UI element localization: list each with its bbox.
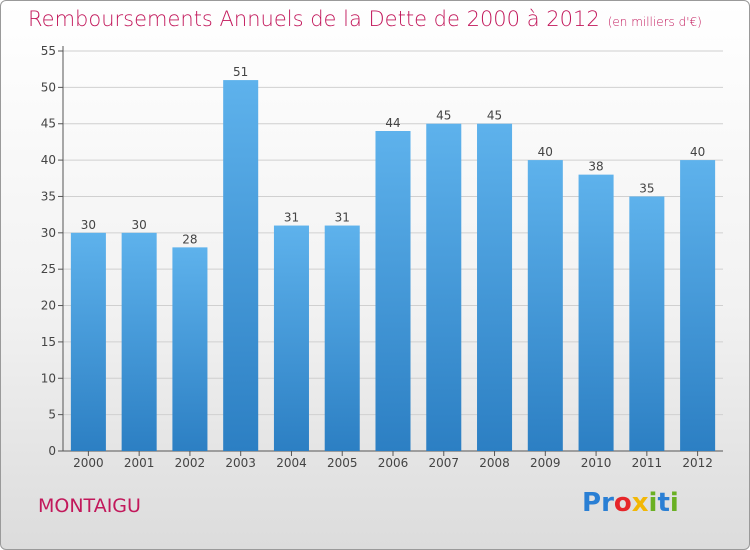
x-tick-label: 2006: [378, 456, 409, 470]
data-label: 40: [690, 145, 705, 159]
x-tick-label: 2012: [682, 456, 713, 470]
bar: [121, 232, 157, 451]
x-tick-label: 2003: [225, 456, 256, 470]
bar: [578, 174, 614, 452]
data-label: 31: [284, 211, 299, 225]
logo-letter: P: [582, 488, 602, 518]
bar: [527, 160, 563, 451]
x-tick-label: 2011: [632, 456, 663, 470]
y-tick-label: 50: [41, 80, 56, 94]
chart-unit: (en milliers d'€): [607, 15, 702, 29]
y-tick-label: 20: [41, 299, 56, 313]
data-label: 44: [385, 116, 400, 130]
y-tick-label: 5: [48, 408, 56, 422]
logo-letter: t: [657, 488, 670, 518]
data-label: 30: [132, 218, 147, 232]
y-tick-label: 15: [41, 335, 56, 349]
y-tick-label: 45: [41, 117, 56, 131]
x-tick-label: 2007: [428, 456, 459, 470]
data-label: 28: [182, 232, 197, 246]
x-tick-label: 2009: [530, 456, 561, 470]
data-label: 31: [335, 211, 350, 225]
bar: [273, 225, 309, 451]
city-name: MONTAIGU: [38, 495, 141, 517]
data-label: 45: [487, 109, 502, 123]
bar: [70, 232, 106, 451]
logo-letter: i: [669, 488, 679, 518]
bar: [629, 196, 665, 451]
x-tick-label: 2002: [175, 456, 206, 470]
x-tick-label: 2000: [73, 456, 104, 470]
x-tick-label: 2001: [124, 456, 155, 470]
chart-title: Remboursements Annuels de la Dette de 20…: [28, 7, 702, 31]
bar: [477, 123, 513, 452]
y-tick-label: 55: [41, 44, 56, 58]
x-tick-label: 2005: [327, 456, 358, 470]
y-tick-label: 35: [41, 189, 56, 203]
y-tick-label: 0: [48, 444, 56, 458]
x-tick-label: 2010: [581, 456, 612, 470]
y-tick-label: 40: [41, 153, 56, 167]
logo-letter: i: [648, 488, 658, 518]
chart-title-text: Remboursements Annuels de la Dette de 20…: [28, 7, 600, 31]
y-tick-label: 30: [41, 226, 56, 240]
logo-letter: r: [601, 488, 614, 518]
bar: [223, 80, 259, 451]
data-label: 51: [233, 65, 248, 79]
data-label: 30: [81, 218, 96, 232]
data-label: 40: [538, 145, 553, 159]
logo-letter: o: [613, 488, 632, 518]
y-tick-label: 10: [41, 371, 56, 385]
data-label: 45: [436, 109, 451, 123]
data-label: 35: [639, 181, 654, 195]
logo-letter: x: [631, 488, 649, 518]
bar: [426, 123, 462, 452]
data-label: 38: [588, 160, 603, 174]
x-tick-label: 2004: [276, 456, 307, 470]
bar: [324, 225, 360, 451]
bar: [375, 131, 411, 451]
proxiti-logo: Proxiti: [582, 488, 679, 518]
x-tick-label: 2008: [479, 456, 510, 470]
bar: [172, 247, 208, 451]
bar: [680, 160, 716, 451]
y-tick-label: 25: [41, 262, 56, 276]
